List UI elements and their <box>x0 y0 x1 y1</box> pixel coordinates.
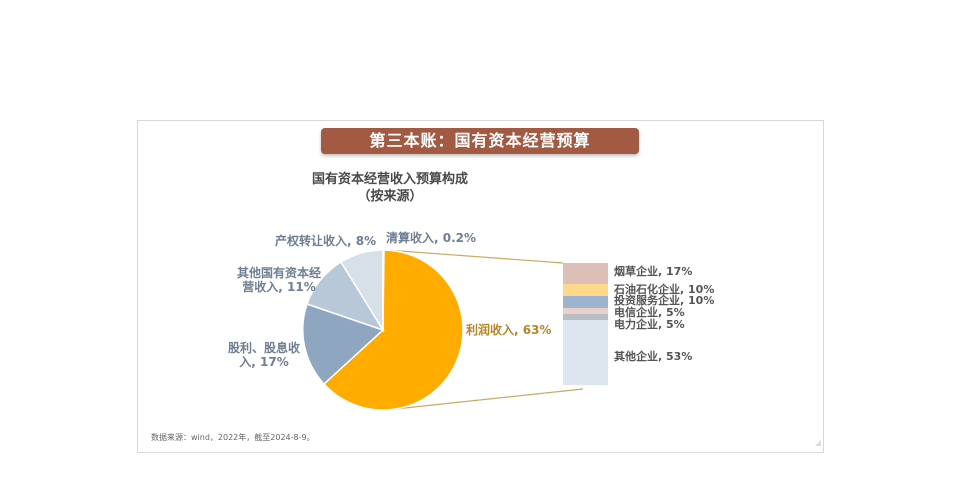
slice-profit <box>322 249 464 411</box>
label-dividend: 股利、股息收 入, 17% <box>224 341 304 369</box>
bar-label-power: 电力企业, 5% <box>614 318 685 331</box>
label-other-income-line2: 营收入, 11% <box>242 280 316 294</box>
bar-telecom <box>563 308 608 314</box>
bar-tobacco <box>563 263 608 284</box>
connector-top <box>385 249 564 264</box>
chart-title: 国有资本经营收入预算构成 （按来源） <box>270 171 510 205</box>
banner-title: 第三本账：国有资本经营预算 <box>321 128 639 154</box>
data-source-note: 数据来源：wind，2022年，截至2024-8-9。 <box>151 433 315 442</box>
bar-power <box>563 314 608 320</box>
bar-label-tobacco: 烟草企业, 17% <box>614 265 693 278</box>
bar-invest <box>563 296 608 308</box>
bar-label-invest: 投资服务企业, 10% <box>614 294 715 307</box>
bar-label-telecom: 电信企业, 5% <box>614 306 685 319</box>
label-other-income-line1: 其他国有资本经 <box>236 266 321 280</box>
bar-petro <box>563 284 608 296</box>
bar-other <box>563 320 608 385</box>
label-other-income: 其他国有资本经 营收入, 11% <box>229 266 329 294</box>
chart-title-line1: 国有资本经营收入预算构成 <box>311 172 468 187</box>
label-dividend-line2: 入, 17% <box>239 355 289 369</box>
label-profit: 利润收入, 63% <box>466 323 552 337</box>
slide-frame <box>137 120 824 453</box>
chart-title-line2: （按来源） <box>357 189 423 204</box>
resize-grip-icon[interactable] <box>815 440 821 446</box>
label-dividend-line1: 股利、股息收 <box>227 341 300 355</box>
bar-label-petro: 石油石化企业, 10% <box>614 283 715 296</box>
label-transfer: 产权转让收入, 8% <box>275 234 377 248</box>
connector-bottom <box>394 388 584 410</box>
bar-label-other: 其他企业, 53% <box>614 350 693 363</box>
slice-dividend <box>302 303 385 386</box>
label-liquidation: 清算收入, 0.2% <box>386 231 477 245</box>
slice-transfer <box>339 249 384 333</box>
